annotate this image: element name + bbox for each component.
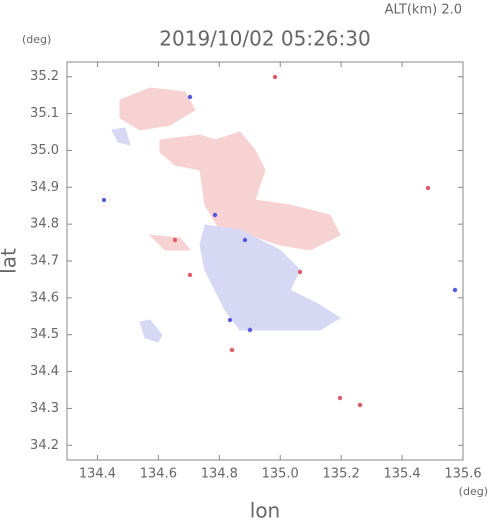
y-tick-label: 34.4 xyxy=(30,364,59,379)
x-tick-label: 134.4 xyxy=(79,467,116,482)
echo-speck xyxy=(425,185,431,191)
y-tick-label: 35.2 xyxy=(30,69,59,84)
y-tick-label: 34.9 xyxy=(30,180,59,195)
echo-speck xyxy=(187,272,193,278)
y-tick-label: 34.8 xyxy=(30,217,59,232)
x-tick-label: 135.0 xyxy=(262,467,299,482)
y-tick-label: 35.1 xyxy=(30,106,59,121)
echo-speck xyxy=(272,74,278,80)
echo-speck xyxy=(357,402,363,408)
x-axis-label: lon xyxy=(250,499,280,522)
chart-title: 2019/10/02 05:26:30 xyxy=(159,27,370,51)
echo-speck xyxy=(227,317,233,323)
x-tick-label: 135.4 xyxy=(383,467,420,482)
echo-speck xyxy=(297,269,303,275)
echo-speck xyxy=(172,237,178,243)
radar-field xyxy=(101,74,458,408)
echo-region xyxy=(199,224,341,331)
altitude-label: ALT(km) 2.0 xyxy=(385,3,462,18)
y-tick-label: 35.0 xyxy=(30,143,59,158)
y-tick-label: 34.7 xyxy=(30,254,59,269)
echo-region xyxy=(148,234,192,251)
echo-region xyxy=(119,87,196,131)
y-tick-label: 34.6 xyxy=(30,290,59,305)
y-tick-label: 34.3 xyxy=(30,401,59,416)
echo-speck xyxy=(247,327,253,333)
echo-speck xyxy=(187,94,193,100)
echo-speck xyxy=(101,197,107,203)
echo-speck xyxy=(242,237,248,243)
x-tick-label: 135.6 xyxy=(444,467,481,482)
echo-speck xyxy=(212,212,218,218)
x-tick-label: 134.6 xyxy=(140,467,177,482)
x-unit: (deg) xyxy=(459,485,488,498)
x-tick-label: 135.2 xyxy=(323,467,360,482)
echo-region xyxy=(111,127,131,146)
y-tick-label: 34.5 xyxy=(30,327,59,342)
y-tick-label: 34.2 xyxy=(30,438,59,453)
echo-region xyxy=(139,319,163,343)
echo-region xyxy=(159,131,341,251)
x-tick-label: 134.8 xyxy=(201,467,238,482)
y-unit: (deg) xyxy=(22,33,51,46)
echo-speck xyxy=(229,347,235,353)
echo-speck xyxy=(452,287,458,293)
echo-speck xyxy=(337,395,343,401)
y-axis-label: lat xyxy=(0,248,21,274)
